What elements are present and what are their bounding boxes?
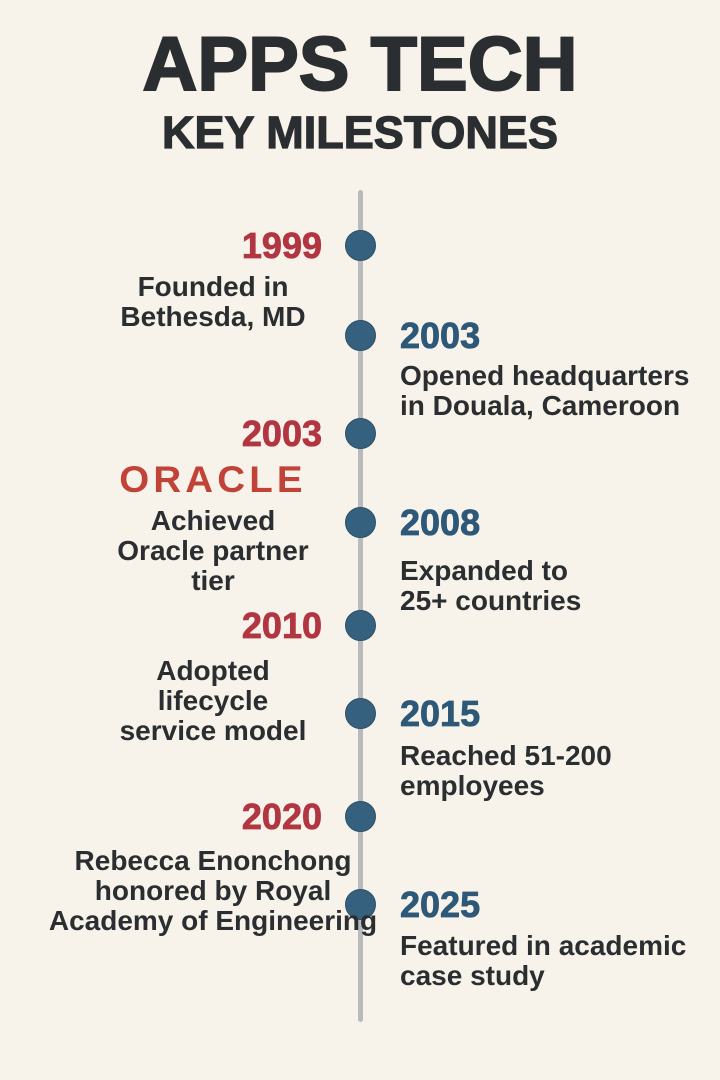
timeline-dot-1999	[345, 230, 376, 261]
milestone-desc-1999: Founded in Bethesda, MD	[120, 271, 306, 332]
timeline-line	[358, 190, 363, 1022]
milestone-year-2010: 2010	[241, 605, 323, 646]
timeline-dot-2025	[345, 889, 376, 920]
timeline-dot-2020	[345, 801, 376, 832]
milestone-desc-2025: Featured in academic case study	[400, 930, 687, 991]
milestone-year-2008: 2008	[400, 502, 481, 543]
timeline-dot-2015	[345, 698, 376, 729]
timeline-dot-2008	[345, 507, 376, 538]
milestone-year-2020: 2020	[241, 796, 323, 837]
milestone-desc-2020: Rebecca Enonchong honored by Royal Acade…	[48, 845, 378, 936]
milestone-year-2003-hq: 2003	[400, 315, 481, 356]
milestone-desc-2008: Expanded to 25+ countries	[400, 555, 582, 616]
timeline-dot-2010	[345, 610, 376, 641]
page-title: APPS TECH	[142, 22, 579, 107]
timeline-dot-2003-hq	[345, 320, 376, 351]
timeline-dot-2003-oracle	[345, 418, 376, 449]
oracle-logo: ORACLE	[119, 459, 307, 500]
milestone-year-2015: 2015	[400, 693, 481, 734]
header: APPS TECH KEY MILESTONES	[0, 22, 720, 158]
milestone-desc-2015: Reached 51-200 employees	[400, 740, 612, 801]
milestone-year-2003-oracle: 2003	[241, 413, 323, 454]
milestone-desc-2003-oracle: Achieved Oracle partner tier	[117, 505, 309, 596]
milestone-year-1999: 1999	[241, 225, 323, 266]
page-subtitle: KEY MILESTONES	[161, 107, 558, 158]
milestone-desc-2010: Adopted lifecycle service model	[119, 655, 307, 746]
milestone-year-2025: 2025	[400, 884, 481, 925]
milestone-desc-2003-hq: Opened headquarters in Douala, Cameroon	[400, 360, 690, 421]
